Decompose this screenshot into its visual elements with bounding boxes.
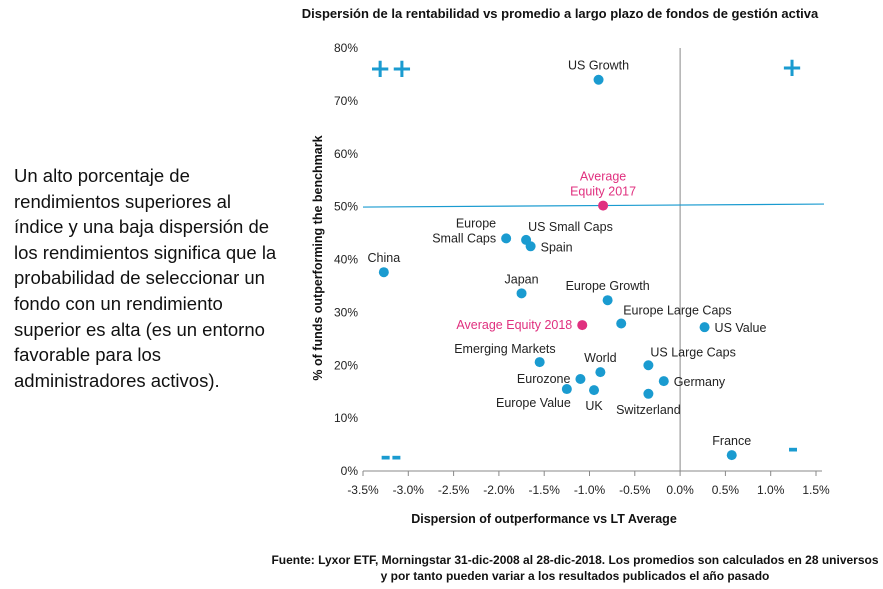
x-tick-label: 1.5% bbox=[802, 483, 830, 497]
point-france bbox=[726, 450, 737, 461]
x-tick-label: -2.0% bbox=[483, 483, 515, 497]
label-line: World bbox=[584, 351, 616, 365]
source-note: Fuente: Lyxor ETF, Morningstar 31-dic-20… bbox=[271, 553, 879, 583]
point-us-value bbox=[699, 322, 710, 333]
point-europe-value bbox=[561, 384, 572, 395]
point-world bbox=[595, 367, 606, 378]
label-europe-value: Europe Value bbox=[496, 396, 571, 410]
point-average-equity-2017 bbox=[598, 200, 609, 211]
y-tick-label: 10% bbox=[334, 411, 358, 425]
label-line: France bbox=[712, 434, 751, 448]
label-france: France bbox=[712, 434, 751, 448]
point-emerging-markets bbox=[534, 357, 545, 368]
y-tick-label: 50% bbox=[334, 200, 358, 214]
x-tick-label: -0.5% bbox=[619, 483, 651, 497]
label-world: World bbox=[584, 351, 616, 365]
label-line: Europe Value bbox=[496, 396, 571, 410]
label-china: China bbox=[368, 251, 401, 265]
point-switzerland bbox=[643, 388, 654, 399]
label-line: Eurozone bbox=[517, 372, 571, 386]
label-europe-small-caps: Europe Small Caps bbox=[432, 216, 496, 245]
quadrant-marker-top-left: ++ bbox=[369, 54, 413, 84]
x-tick-label: -1.5% bbox=[529, 483, 561, 497]
quadrant-labels: ++ +-- - bbox=[369, 53, 803, 472]
label-europe-growth: Europe Growth bbox=[566, 279, 650, 293]
x-axis-title: Dispersion of outperformance vs LT Avera… bbox=[411, 512, 677, 526]
x-tick-label: 1.0% bbox=[757, 483, 785, 497]
point-eurozone bbox=[575, 373, 586, 384]
x-tick-label: -3.0% bbox=[393, 483, 425, 497]
quadrant-marker-bottom-right: - bbox=[788, 434, 799, 464]
label-line: Europe Large Caps bbox=[623, 303, 731, 317]
point-japan bbox=[516, 288, 527, 299]
label-line: UK bbox=[585, 399, 603, 413]
label-line: Japan bbox=[505, 272, 539, 286]
y-tick-label: 80% bbox=[334, 41, 358, 55]
label-us-growth: US Growth bbox=[568, 59, 629, 73]
label-line: China bbox=[368, 251, 401, 265]
label-us-value: US Value bbox=[715, 321, 767, 335]
point-uk bbox=[589, 385, 600, 396]
label-line: US Growth bbox=[568, 59, 629, 73]
point-europe-growth bbox=[602, 295, 613, 306]
y-tick-label: 30% bbox=[334, 305, 358, 319]
label-europe-large-caps: Europe Large Caps bbox=[623, 303, 731, 317]
chart-title: Dispersión de la rentabilidad vs promedi… bbox=[301, 6, 819, 21]
label-line: Switzerland bbox=[616, 403, 681, 417]
x-tick-label: -2.5% bbox=[438, 483, 470, 497]
point-spain bbox=[525, 241, 536, 252]
label-us-large-caps: US Large Caps bbox=[650, 345, 735, 359]
axes: -3.5% -3.0% -2.5% -2.0% -1.5% -1.0% -0.5% 0.0% 0… bbox=[334, 41, 830, 497]
x-tick-label: -1.0% bbox=[574, 483, 606, 497]
label-line: Europe Growth bbox=[566, 279, 650, 293]
label-switzerland: Switzerland bbox=[616, 403, 681, 417]
point-china bbox=[378, 267, 389, 278]
label-average-equity-2018: Average Equity 2018 bbox=[456, 318, 572, 332]
y-tick-label: 0% bbox=[341, 464, 359, 478]
average-2017-reference-line bbox=[362, 203, 825, 208]
label-line: Germany bbox=[674, 375, 726, 389]
label-us-small-caps: US Small Caps bbox=[528, 220, 613, 234]
label-uk: UK bbox=[585, 399, 603, 413]
label-line: Average bbox=[580, 170, 626, 184]
label-line: US Small Caps bbox=[528, 220, 613, 234]
label-line: Spain bbox=[541, 240, 573, 254]
point-us-growth bbox=[593, 74, 604, 85]
label-line: US Large Caps bbox=[650, 345, 735, 359]
quadrant-marker-top-right: + bbox=[781, 53, 803, 83]
point-labels: US Growth Average Equity 2017 Europe Small C… bbox=[368, 59, 767, 448]
y-tick-label: 70% bbox=[334, 94, 358, 108]
x-tick-label: -3.5% bbox=[347, 483, 379, 497]
label-spain: Spain bbox=[541, 240, 573, 254]
label-line: US Value bbox=[715, 321, 767, 335]
y-tick-label: 20% bbox=[334, 358, 358, 372]
point-average-equity-2018 bbox=[577, 320, 588, 331]
point-us-large-caps bbox=[643, 360, 654, 371]
y-tick-label: 40% bbox=[334, 253, 358, 267]
label-average-equity-2017: Average Equity 2017 bbox=[570, 170, 636, 199]
label-germany: Germany bbox=[674, 375, 726, 389]
data-points bbox=[378, 74, 737, 461]
y-tick-label: 60% bbox=[334, 147, 358, 161]
explanatory-text: Un alto porcentaje de rendimientos super… bbox=[14, 165, 277, 391]
label-line: Small Caps bbox=[432, 231, 496, 245]
x-tick-label: 0.5% bbox=[712, 483, 740, 497]
label-line: Equity 2017 bbox=[570, 185, 636, 199]
label-line: Europe bbox=[456, 216, 496, 230]
label-eurozone: Eurozone bbox=[517, 372, 571, 386]
label-line: Emerging Markets bbox=[454, 342, 555, 356]
point-europe-small-caps bbox=[501, 233, 512, 244]
reference-lines bbox=[362, 48, 825, 471]
label-line: Average Equity 2018 bbox=[456, 318, 572, 332]
label-japan: Japan bbox=[505, 272, 539, 286]
point-germany bbox=[658, 376, 669, 387]
x-tick-label: 0.0% bbox=[666, 483, 694, 497]
quadrant-marker-bottom-left: -- bbox=[380, 442, 402, 472]
y-axis-title: % of funds outperforming the benchmark bbox=[311, 135, 325, 380]
point-europe-large-caps bbox=[616, 318, 627, 329]
label-emerging-markets: Emerging Markets bbox=[454, 342, 555, 356]
